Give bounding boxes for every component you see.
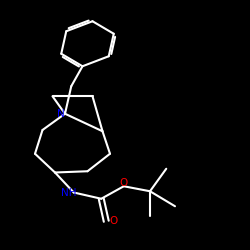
Text: O: O <box>110 216 118 226</box>
Text: O: O <box>120 178 128 188</box>
Text: NH: NH <box>61 188 76 198</box>
Text: N: N <box>58 109 65 119</box>
